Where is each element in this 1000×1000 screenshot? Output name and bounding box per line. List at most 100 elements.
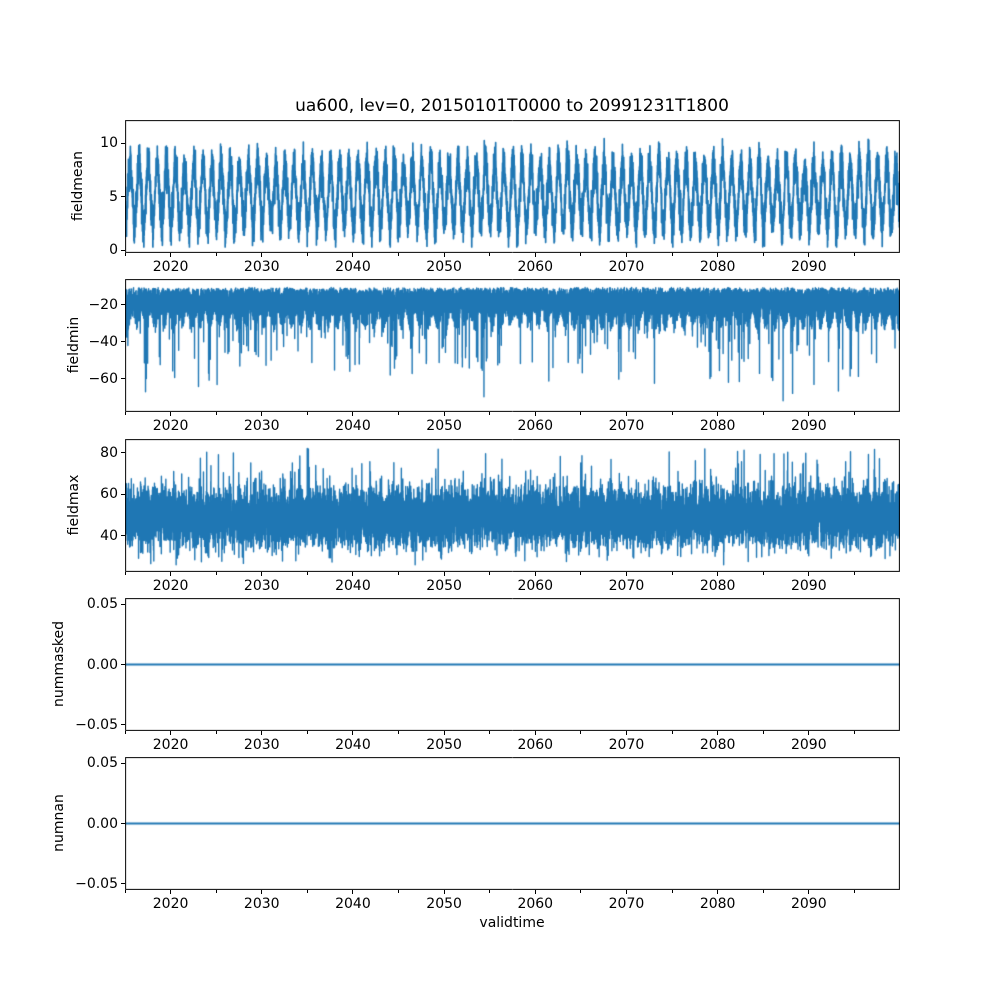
x-tick-label: 2090 [790,896,827,912]
x-tick-label: 2070 [608,259,645,275]
x-major-tick [443,572,445,576]
x-minor-tick [306,253,308,256]
y-tick-label: −20 [88,296,118,313]
y-tick [121,603,125,605]
x-tick-label: 2050 [426,896,462,912]
x-minor-tick [306,731,308,734]
x-major-tick [717,890,719,894]
y-tick-label: 0 [109,242,118,259]
x-tick-label: 2090 [790,259,827,275]
x-tick-label: 2050 [426,259,462,275]
x-minor-tick [306,412,308,415]
x-tick-label: 2020 [152,259,189,275]
subplot-fieldmin: fieldmin 2020 2030 2040 2050 2060 2070 2080 209… [66,279,900,434]
x-tick-label: 2040 [335,418,371,434]
x-tick-label: 2060 [517,259,554,275]
x-major-tick [625,890,627,894]
x-tick-label: 2050 [426,578,462,594]
x-major-tick [352,412,354,416]
y-tick [121,724,125,726]
x-tick-label: 2090 [790,737,827,753]
x-tick-label: 2060 [517,737,554,753]
xaxis-label: validtime [479,915,545,931]
x-minor-tick [124,253,126,256]
x-minor-tick [762,890,764,893]
x-tick-label: 2080 [699,259,736,275]
subplot-numnan: numnan 2020 2030 2040 2050 2060 2070 2080 2090 0… [51,755,900,912]
x-tick-label: 2050 [426,737,462,753]
y-tick-label: 0.05 [86,755,118,772]
y-tick-label: 40 [100,527,118,544]
y-tick [121,304,125,306]
x-tick-label: 2020 [152,896,189,912]
y-tick-label: −60 [88,370,118,387]
x-minor-tick [398,572,400,575]
y-tick-label: −0.05 [75,716,118,733]
x-major-tick [261,731,263,735]
x-tick-label: 2040 [335,737,371,753]
x-tick-label: 2080 [699,578,736,594]
y-tick-label: 0.00 [86,815,118,832]
x-tick-label: 2040 [335,578,371,594]
x-major-tick [808,412,810,416]
x-major-tick [808,890,810,894]
x-tick-label: 2030 [243,418,280,434]
fieldmax-series-canvas [125,439,900,572]
x-minor-tick [671,572,673,575]
y-tick [121,196,125,198]
x-major-tick [717,731,719,735]
x-minor-tick [398,412,400,415]
x-tick-label: 2080 [699,896,736,912]
x-minor-tick [580,890,582,893]
x-minor-tick [762,572,764,575]
fieldmin-series-canvas [125,279,900,412]
x-tick-label: 2030 [243,259,280,275]
x-major-tick [534,412,536,416]
x-tick-label: 2080 [699,737,736,753]
x-minor-tick [306,572,308,575]
x-tick-label: 2080 [699,418,736,434]
x-minor-tick [762,253,764,256]
x-tick-label: 2060 [517,578,554,594]
x-minor-tick [398,731,400,734]
x-major-tick [352,572,354,576]
x-minor-tick [580,731,582,734]
x-tick-label: 2060 [517,418,554,434]
x-tick-label: 2040 [335,896,371,912]
x-major-tick [443,412,445,416]
x-tick-label: 2030 [243,896,280,912]
x-minor-tick [124,412,126,415]
x-tick-label: 2050 [426,418,462,434]
x-major-tick [625,572,627,576]
x-major-tick [352,890,354,894]
x-minor-tick [853,253,855,256]
x-major-tick [261,253,263,257]
x-major-tick [170,572,172,576]
x-minor-tick [853,412,855,415]
x-minor-tick [853,572,855,575]
y-tick-label: 0.05 [86,596,118,613]
x-minor-tick [580,572,582,575]
y-tick [121,341,125,343]
x-major-tick [261,890,263,894]
y-tick [121,249,125,251]
x-minor-tick [215,572,217,575]
x-minor-tick [853,890,855,893]
y-tick [121,493,125,495]
y-tick-label: −0.05 [75,875,118,892]
fieldmin-axis-label: fieldmin [66,316,82,374]
x-tick-label: 2060 [517,896,554,912]
x-tick-label: 2090 [790,578,827,594]
x-tick-label: 2070 [608,578,645,594]
x-minor-tick [489,731,491,734]
x-major-tick [170,890,172,894]
x-major-tick [625,412,627,416]
x-minor-tick [762,412,764,415]
x-minor-tick [580,412,582,415]
y-tick [121,535,125,537]
x-tick-label: 2070 [608,737,645,753]
fieldmax-axis-label: fieldmax [66,474,82,536]
y-tick [121,664,125,665]
y-tick [121,452,125,453]
x-minor-tick [124,572,126,575]
